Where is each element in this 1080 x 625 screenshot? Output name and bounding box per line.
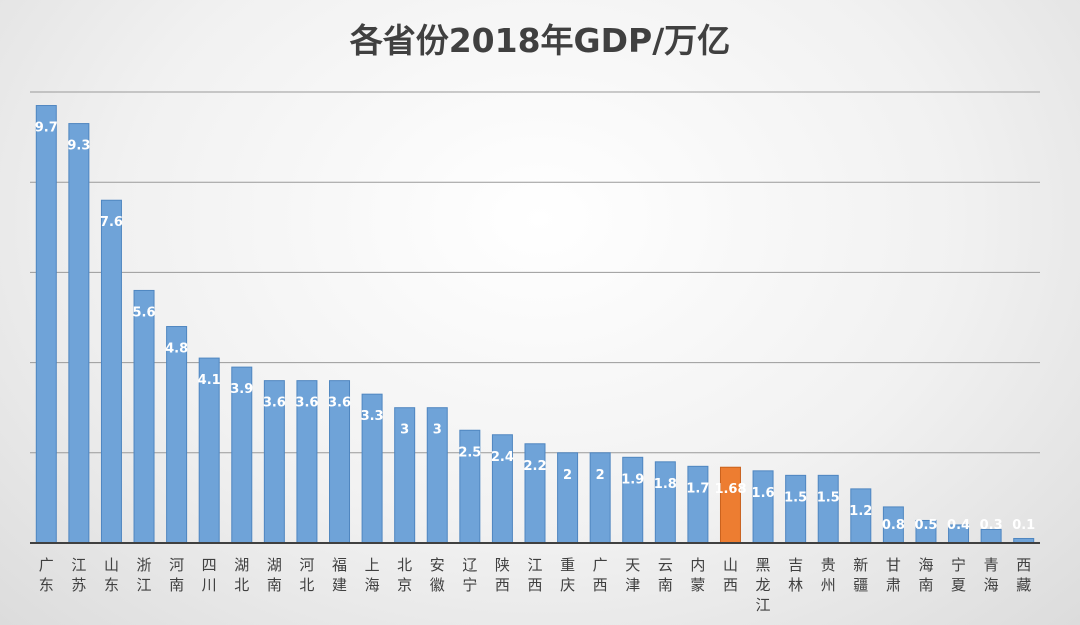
data-label: 0.1: [1012, 518, 1035, 533]
data-label: 3.6: [263, 396, 286, 411]
data-label: 9.3: [67, 139, 90, 154]
category-label: 浙江: [137, 556, 152, 594]
category-label: 河南: [169, 556, 184, 594]
category-label: 新疆: [853, 556, 868, 594]
data-label: 3.3: [361, 409, 384, 424]
data-label: 1.6: [752, 486, 775, 501]
data-label: 5.6: [133, 305, 156, 320]
category-label: 吉林: [788, 556, 803, 594]
data-label: 1.7: [686, 481, 709, 496]
data-label: 2.5: [458, 445, 481, 460]
data-label: 3.6: [328, 396, 351, 411]
category-label: 湖北: [234, 556, 249, 594]
data-label: 3.6: [295, 396, 318, 411]
category-label: 江苏: [71, 556, 86, 594]
category-label: 陕西: [495, 556, 510, 594]
data-label: 1.5: [817, 490, 840, 505]
category-label: 北京: [397, 556, 412, 594]
data-label: 0.3: [980, 518, 1003, 533]
category-label: 湖南: [267, 556, 282, 594]
data-label: 1.8: [654, 477, 677, 492]
bar: [719, 466, 741, 544]
bar: [166, 326, 188, 544]
data-label: 4.8: [165, 342, 188, 357]
bar: [68, 123, 90, 544]
bar: [817, 474, 839, 544]
category-label: 辽宁: [462, 556, 477, 594]
data-label: 0.5: [914, 518, 937, 533]
data-label: 1.5: [784, 490, 807, 505]
data-label: 7.6: [100, 215, 123, 230]
chart-title: 各省份2018年GDP/万亿: [349, 21, 731, 60]
data-label: 2.2: [523, 459, 546, 474]
category-label: 山西: [723, 556, 738, 594]
data-label: 0.8: [882, 518, 905, 533]
category-label: 云南: [658, 556, 673, 594]
data-label: 2: [596, 468, 605, 483]
category-label: 广西: [593, 556, 608, 594]
data-label: 1.9: [621, 472, 644, 487]
bar: [785, 474, 807, 544]
bar: [589, 452, 611, 544]
category-label: 安徽: [430, 556, 445, 594]
category-label: 海南: [918, 556, 933, 594]
data-label: 3: [400, 423, 409, 438]
category-label: 广东: [39, 556, 54, 594]
category-label: 宁夏: [951, 556, 966, 594]
data-label: 4.1: [198, 373, 221, 388]
bar: [557, 452, 579, 544]
category-label: 青海: [984, 556, 999, 594]
category-label: 重庆: [560, 556, 575, 594]
data-label: 2: [563, 468, 572, 483]
bar: [752, 470, 774, 544]
data-label: 3: [433, 423, 442, 438]
category-label: 河北: [299, 556, 314, 594]
bar: [654, 461, 676, 544]
category-label: 上海: [365, 556, 380, 594]
category-label: 山东: [104, 556, 119, 594]
bar: [133, 289, 155, 544]
category-label: 内蒙: [690, 556, 705, 594]
category-label: 福建: [332, 556, 347, 594]
category-label: 天津: [625, 556, 640, 594]
category-label: 甘肃: [886, 556, 901, 594]
category-label: 江西: [527, 556, 542, 594]
category-label: 四川: [202, 556, 217, 594]
data-label: 0.4: [947, 518, 970, 533]
data-label: 1.2: [849, 504, 872, 519]
category-label: 黑龙江: [756, 556, 771, 614]
category-label: 贵州: [821, 556, 836, 594]
data-label: 3.9: [230, 382, 253, 397]
bar: [622, 456, 644, 544]
data-label: 2.4: [491, 450, 514, 465]
bar: [687, 465, 709, 544]
bar: [100, 199, 122, 544]
category-label: 西藏: [1016, 556, 1031, 594]
data-label: 1.68: [714, 482, 746, 497]
bar: [35, 105, 57, 544]
data-label: 9.7: [35, 121, 58, 136]
